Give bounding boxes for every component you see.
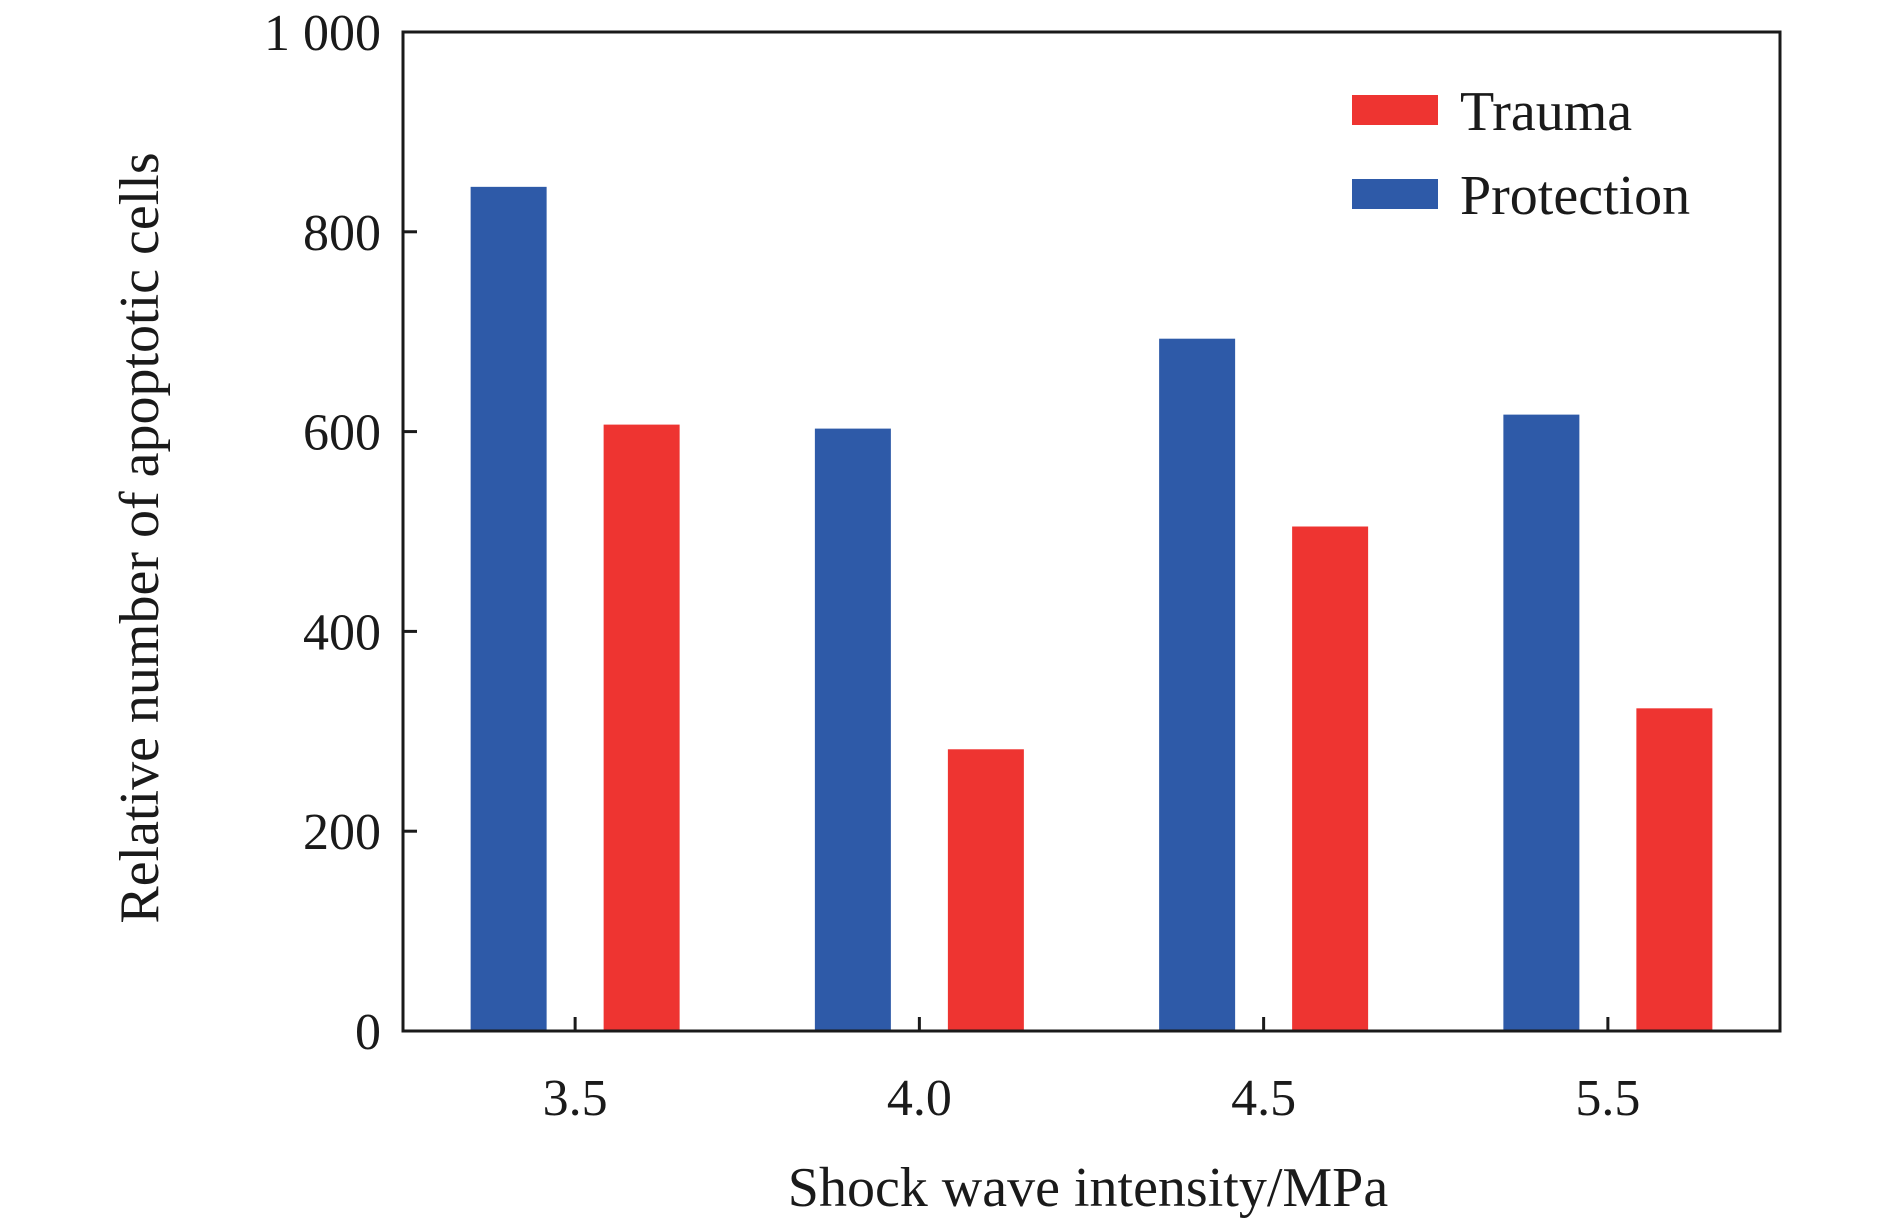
y-tick-label: 200 <box>303 804 381 861</box>
bar-protection-5-5 <box>1503 414 1580 1031</box>
y-tick-label: 1 000 <box>264 5 381 62</box>
y-axis: 0 200 400 600 800 1 000 <box>264 5 417 1061</box>
y-tick-label: 400 <box>303 604 381 661</box>
bar-protection-4-5 <box>1159 338 1236 1031</box>
y-axis-title: Relative number of apoptotic cells <box>109 152 171 923</box>
bar-protection-4-0 <box>814 428 891 1031</box>
bar-trauma-3-5 <box>603 424 680 1031</box>
plot-frame <box>401 30 1782 1033</box>
legend-swatch-protection <box>1352 179 1438 209</box>
legend-label-protection: Protection <box>1460 165 1690 227</box>
x-tick-label: 4.0 <box>887 1070 952 1127</box>
bar-trauma-5-5 <box>1636 708 1713 1031</box>
bars-group <box>470 186 1713 1032</box>
legend: Trauma Protection <box>1352 81 1690 227</box>
x-tick-label: 5.5 <box>1575 1070 1640 1127</box>
bar-trauma-4-5 <box>1292 526 1369 1031</box>
bar-protection-3-5 <box>470 186 547 1032</box>
x-axis-title: Shock wave intensity/MPa <box>788 1157 1389 1219</box>
x-tick-label: 4.5 <box>1231 1070 1296 1127</box>
x-tick-label: 3.5 <box>543 1070 608 1127</box>
y-tick-label: 800 <box>303 205 381 262</box>
x-axis: 3.5 4.0 4.5 5.5 <box>543 1017 1640 1127</box>
y-tick-label: 0 <box>355 1004 381 1061</box>
legend-swatch-trauma <box>1352 95 1438 125</box>
bar-trauma-4-0 <box>947 749 1024 1031</box>
legend-label-trauma: Trauma <box>1460 81 1632 143</box>
y-tick-label: 600 <box>303 405 381 462</box>
